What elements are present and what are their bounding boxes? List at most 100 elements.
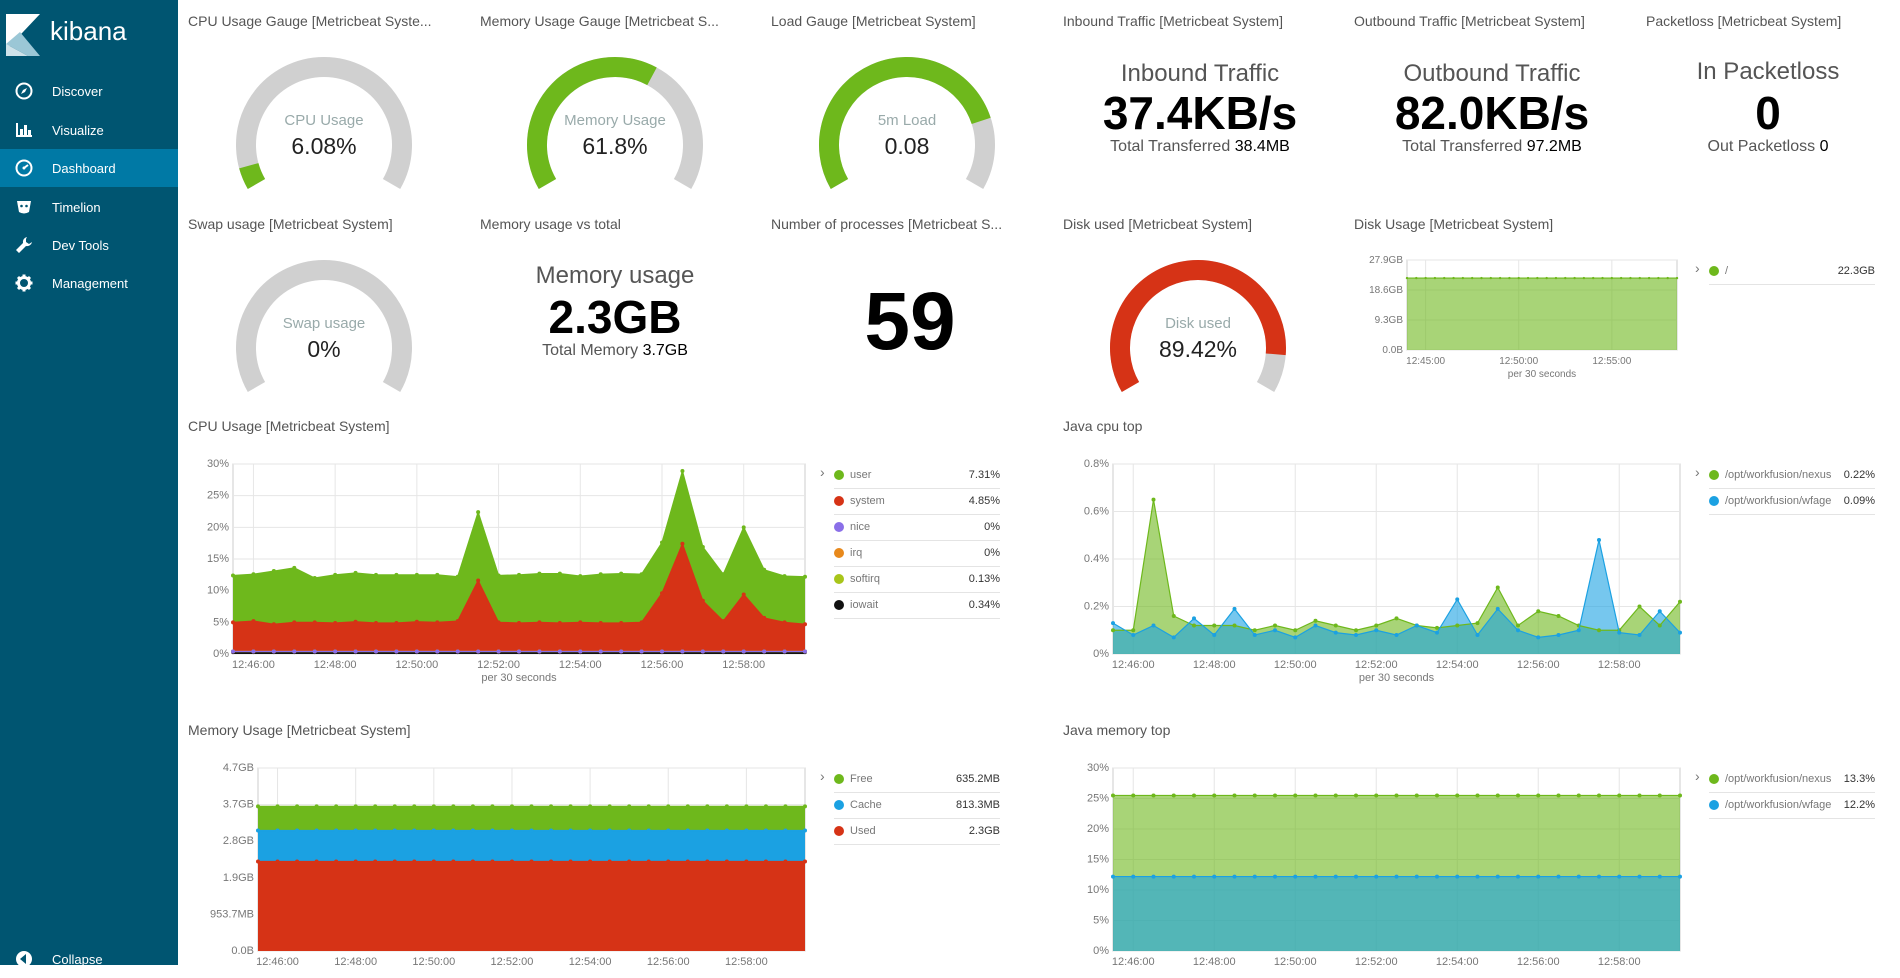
data-point[interactable]: [1657, 793, 1662, 798]
data-point[interactable]: [1678, 793, 1682, 798]
data-point[interactable]: [1508, 276, 1511, 280]
data-point[interactable]: [374, 620, 378, 625]
data-point[interactable]: [537, 571, 542, 576]
data-point[interactable]: [1171, 614, 1176, 618]
data-point[interactable]: [1592, 276, 1595, 280]
data-point[interactable]: [803, 804, 807, 809]
data-point[interactable]: [392, 804, 397, 809]
data-point[interactable]: [1461, 276, 1465, 280]
data-point[interactable]: [762, 615, 767, 620]
data-point[interactable]: [1657, 874, 1662, 879]
nav-item-timelion[interactable]: Timelion: [0, 188, 178, 226]
legend-item[interactable]: user 7.31%: [834, 462, 1000, 489]
data-point[interactable]: [763, 859, 768, 864]
data-point[interactable]: [455, 574, 460, 579]
data-point[interactable]: [680, 541, 685, 546]
data-point[interactable]: [1675, 276, 1679, 280]
data-point[interactable]: [476, 510, 481, 515]
data-point[interactable]: [803, 649, 807, 654]
data-point[interactable]: [1415, 276, 1418, 280]
data-point[interactable]: [231, 649, 235, 654]
legend-item[interactable]: softirq 0.13%: [834, 566, 1000, 593]
data-point[interactable]: [1576, 874, 1581, 879]
legend-item[interactable]: iowait 0.34%: [834, 592, 1000, 619]
data-point[interactable]: [509, 859, 514, 864]
data-point[interactable]: [721, 619, 726, 624]
data-point[interactable]: [353, 804, 358, 809]
data-point[interactable]: [666, 804, 671, 809]
data-point[interactable]: [537, 649, 542, 654]
data-point[interactable]: [435, 572, 440, 577]
data-point[interactable]: [1394, 633, 1399, 637]
data-point[interactable]: [1333, 793, 1338, 798]
data-point[interactable]: [639, 620, 644, 625]
data-point[interactable]: [1573, 276, 1576, 280]
data-point[interactable]: [529, 804, 534, 809]
nav-item-management[interactable]: Management: [0, 264, 178, 302]
data-point[interactable]: [1333, 630, 1338, 635]
data-point[interactable]: [1232, 606, 1237, 611]
data-point[interactable]: [292, 620, 297, 625]
data-point[interactable]: [1617, 874, 1622, 879]
data-point[interactable]: [1597, 793, 1601, 798]
data-point[interactable]: [275, 859, 280, 864]
data-point[interactable]: [1657, 276, 1660, 280]
nav-item-visualize[interactable]: Visualize: [0, 111, 178, 149]
data-point[interactable]: [1536, 276, 1539, 280]
data-point[interactable]: [312, 576, 317, 580]
data-point[interactable]: [1545, 276, 1548, 280]
data-point[interactable]: [1536, 874, 1541, 879]
data-point[interactable]: [1610, 276, 1614, 280]
data-point[interactable]: [1151, 874, 1156, 879]
data-point[interactable]: [451, 859, 456, 864]
data-point[interactable]: [549, 804, 554, 809]
data-point[interactable]: [275, 804, 280, 809]
data-point[interactable]: [705, 804, 710, 809]
legend-item[interactable]: irq 0%: [834, 540, 1000, 567]
nav-item-discover[interactable]: Discover: [0, 72, 178, 110]
data-point[interactable]: [271, 569, 276, 574]
data-point[interactable]: [700, 544, 705, 549]
data-point[interactable]: [598, 649, 603, 654]
data-point[interactable]: [803, 622, 807, 627]
data-point[interactable]: [619, 571, 624, 576]
data-point[interactable]: [568, 859, 573, 864]
data-point[interactable]: [762, 567, 767, 572]
data-point[interactable]: [1151, 793, 1156, 798]
data-point[interactable]: [1212, 793, 1217, 798]
chevron-right-icon[interactable]: ›: [1695, 464, 1700, 480]
data-point[interactable]: [256, 828, 260, 833]
data-point[interactable]: [312, 649, 317, 654]
data-point[interactable]: [1495, 793, 1500, 798]
data-point[interactable]: [744, 859, 749, 864]
data-point[interactable]: [353, 828, 358, 833]
data-point[interactable]: [455, 649, 460, 654]
data-point[interactable]: [1394, 874, 1399, 879]
data-point[interactable]: [1536, 609, 1541, 614]
data-point[interactable]: [1564, 276, 1567, 280]
data-point[interactable]: [1151, 497, 1156, 502]
data-point[interactable]: [1597, 628, 1601, 633]
data-point[interactable]: [1601, 276, 1604, 280]
data-point[interactable]: [1516, 628, 1520, 633]
data-point[interactable]: [1192, 793, 1196, 798]
data-point[interactable]: [1475, 793, 1480, 798]
data-point[interactable]: [1619, 276, 1623, 280]
data-point[interactable]: [721, 649, 726, 654]
data-point[interactable]: [1354, 874, 1358, 879]
data-point[interactable]: [231, 620, 235, 625]
data-point[interactable]: [1617, 630, 1622, 635]
data-point[interactable]: [1638, 276, 1641, 280]
data-point[interactable]: [1582, 276, 1586, 280]
data-point[interactable]: [1131, 874, 1136, 879]
data-point[interactable]: [549, 859, 554, 864]
data-point[interactable]: [1252, 628, 1257, 633]
data-point[interactable]: [1556, 874, 1561, 879]
legend-item[interactable]: Cache 813.3MB: [834, 792, 1000, 819]
data-point[interactable]: [295, 859, 300, 864]
data-point[interactable]: [1151, 623, 1156, 628]
data-point[interactable]: [1273, 623, 1277, 628]
data-point[interactable]: [1232, 793, 1237, 798]
data-point[interactable]: [803, 828, 807, 833]
data-point[interactable]: [1516, 874, 1520, 879]
